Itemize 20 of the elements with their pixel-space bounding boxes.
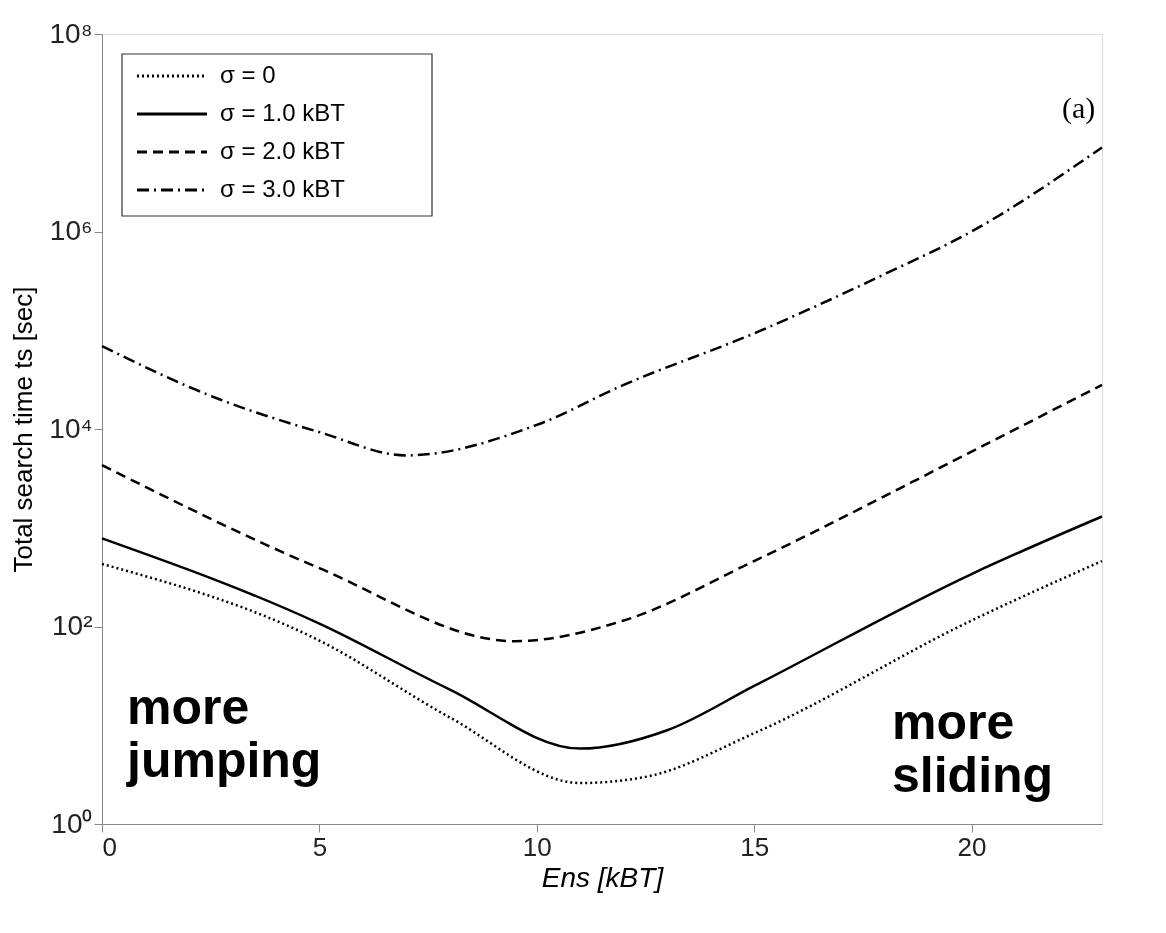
y-tick-label: 10²	[52, 610, 93, 641]
y-tick-label: 10⁸	[49, 17, 93, 49]
x-tick-label: 20	[957, 831, 987, 862]
x-tick-label: 10	[522, 831, 552, 862]
line-series	[100, 383, 1104, 643]
x-axis-title: Ens [kBT]	[541, 861, 665, 893]
legend-label: σ = 0	[220, 61, 276, 88]
x-tick-label: 5	[312, 831, 328, 862]
annotation: more jumping	[126, 679, 322, 788]
x-tick-label: 15	[740, 831, 770, 862]
y-tick-label: 10⁶	[49, 215, 93, 246]
legend-label: σ = 3.0 kBT	[220, 175, 346, 202]
legend-label: σ = 2.0 kBT	[220, 137, 346, 164]
y-tick-label: 10⁰	[51, 807, 93, 839]
x-tick-label: 0	[102, 831, 117, 862]
legend-label: σ = 1.0 kBT	[220, 99, 346, 126]
annotation: (a)	[1062, 91, 1096, 125]
y-tick-label: 10⁴	[49, 412, 93, 444]
annotation: more sliding	[892, 694, 1054, 803]
y-axis-title: Total search time ts [sec]	[8, 286, 39, 573]
